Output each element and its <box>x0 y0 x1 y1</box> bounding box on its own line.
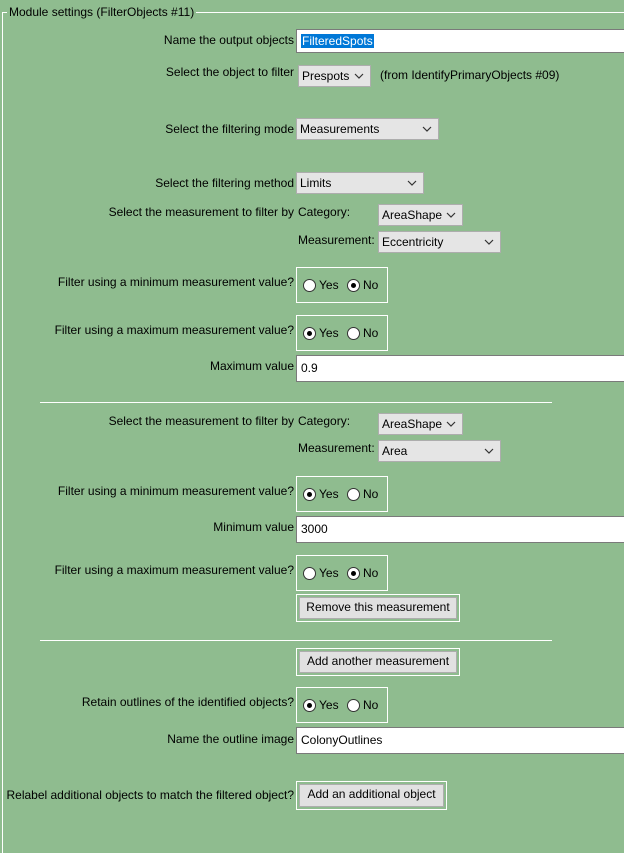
measurement-1-min-yes-radio[interactable] <box>303 279 316 292</box>
measurement-2-max-label: Filter using a maximum measurement value… <box>54 563 294 577</box>
measurement-1-max-radio-group: Yes No <box>296 315 388 351</box>
measurement-1-min-no-radio[interactable] <box>347 279 360 292</box>
add-object-wrapper: Add an additional object <box>296 781 447 810</box>
measurement-2-max-no-label: No <box>363 566 379 580</box>
measurement-1-max-no-radio[interactable] <box>347 327 360 340</box>
add-additional-object-button[interactable]: Add an additional object <box>299 784 444 807</box>
measurement-1-max-yes-radio[interactable] <box>303 327 316 340</box>
measurement-2-min-radio-group: Yes No <box>296 476 388 512</box>
measurement-2-label: Select the measurement to filter by <box>108 414 294 428</box>
measurement-2-min-label: Filter using a minimum measurement value… <box>57 484 294 498</box>
filtering-mode-select[interactable]: Measurements <box>296 118 439 140</box>
output-objects-value: FilteredSpots <box>301 34 374 48</box>
relabel-label: Relabel additional objects to match the … <box>6 788 294 802</box>
module-settings-title: Module settings (FilterObjects #11) <box>7 5 197 19</box>
object-to-filter-source: (from IdentifyPrimaryObjects #09) <box>380 68 560 82</box>
minimum-value-input[interactable]: 3000 <box>296 516 624 543</box>
retain-outlines-no-label: No <box>363 698 379 712</box>
measurement-2-category-select[interactable]: AreaShape <box>378 413 463 435</box>
object-to-filter-label: Select the object to filter <box>165 65 294 79</box>
maximum-value-input[interactable]: 0.9 <box>296 355 624 382</box>
outline-image-label: Name the outline image <box>167 732 294 746</box>
object-to-filter-value: Prespots <box>302 69 350 83</box>
retain-outlines-radio-group: Yes No <box>296 687 388 723</box>
measurement-1-max-yes-label: Yes <box>319 326 339 340</box>
add-measurement-wrapper: Add another measurement <box>296 648 460 676</box>
chevron-down-icon <box>354 73 364 79</box>
measurement-1-max-no-label: No <box>363 326 379 340</box>
retain-outlines-label: Retain outlines of the identified object… <box>81 695 294 709</box>
measurement-2-min-no-label: No <box>363 487 379 501</box>
remove-measurement-button[interactable]: Remove this measurement <box>299 597 457 619</box>
measurement-2-category-value: AreaShape <box>382 417 443 431</box>
chevron-down-icon <box>484 239 494 245</box>
measurement-2-measurement-select[interactable]: Area <box>378 440 501 462</box>
separator <box>40 402 552 403</box>
chevron-down-icon <box>446 421 456 427</box>
filtering-method-select[interactable]: Limits <box>296 172 424 194</box>
filtering-method-value: Limits <box>300 176 332 190</box>
separator <box>40 640 552 641</box>
measurement-1-min-label: Filter using a minimum measurement value… <box>57 275 294 289</box>
measurement-1-measurement-label: Measurement: <box>298 233 375 247</box>
retain-outlines-no-radio[interactable] <box>347 699 360 712</box>
measurement-1-category-select[interactable]: AreaShape <box>378 204 463 226</box>
outline-image-input[interactable]: ColonyOutlines <box>296 727 624 754</box>
measurement-1-min-radio-group: Yes No <box>296 267 388 303</box>
measurement-2-measurement-value: Area <box>382 444 408 458</box>
minimum-value-label: Minimum value <box>213 520 294 534</box>
measurement-2-max-no-radio[interactable] <box>347 567 360 580</box>
chevron-down-icon <box>484 448 494 454</box>
chevron-down-icon <box>422 126 432 132</box>
retain-outlines-yes-radio[interactable] <box>303 699 316 712</box>
measurement-2-measurement-label: Measurement: <box>298 441 375 455</box>
filtering-method-label: Select the filtering method <box>155 176 294 190</box>
measurement-1-min-yes-label: Yes <box>319 278 339 292</box>
add-measurement-button[interactable]: Add another measurement <box>299 651 457 673</box>
maximum-value-label: Maximum value <box>209 359 294 373</box>
measurement-1-category-label: Category: <box>298 205 351 219</box>
filtering-mode-value: Measurements <box>300 122 380 136</box>
filtering-mode-label: Select the filtering mode <box>165 122 294 136</box>
measurement-1-min-no-label: No <box>363 278 379 292</box>
measurement-2-min-no-radio[interactable] <box>347 488 360 501</box>
output-objects-label: Name the output objects <box>163 33 294 47</box>
remove-measurement-wrapper: Remove this measurement <box>296 594 460 622</box>
module-settings-frame <box>2 12 624 853</box>
measurement-2-max-yes-label: Yes <box>319 566 339 580</box>
measurement-2-min-yes-label: Yes <box>319 487 339 501</box>
measurement-1-measurement-value: Eccentricity <box>382 235 444 249</box>
measurement-1-measurement-select[interactable]: Eccentricity <box>378 231 501 253</box>
measurement-1-label: Select the measurement to filter by <box>108 205 294 219</box>
measurement-1-max-label: Filter using a maximum measurement value… <box>54 323 294 337</box>
measurement-2-min-yes-radio[interactable] <box>303 488 316 501</box>
measurement-1-category-value: AreaShape <box>382 208 443 222</box>
measurement-2-max-radio-group: Yes No <box>296 555 388 591</box>
measurement-2-max-yes-radio[interactable] <box>303 567 316 580</box>
retain-outlines-yes-label: Yes <box>319 698 339 712</box>
chevron-down-icon <box>407 180 417 186</box>
object-to-filter-select[interactable]: Prespots <box>298 65 371 87</box>
output-objects-input[interactable]: FilteredSpots <box>296 29 624 53</box>
chevron-down-icon <box>446 212 456 218</box>
measurement-2-category-label: Category: <box>298 414 351 428</box>
